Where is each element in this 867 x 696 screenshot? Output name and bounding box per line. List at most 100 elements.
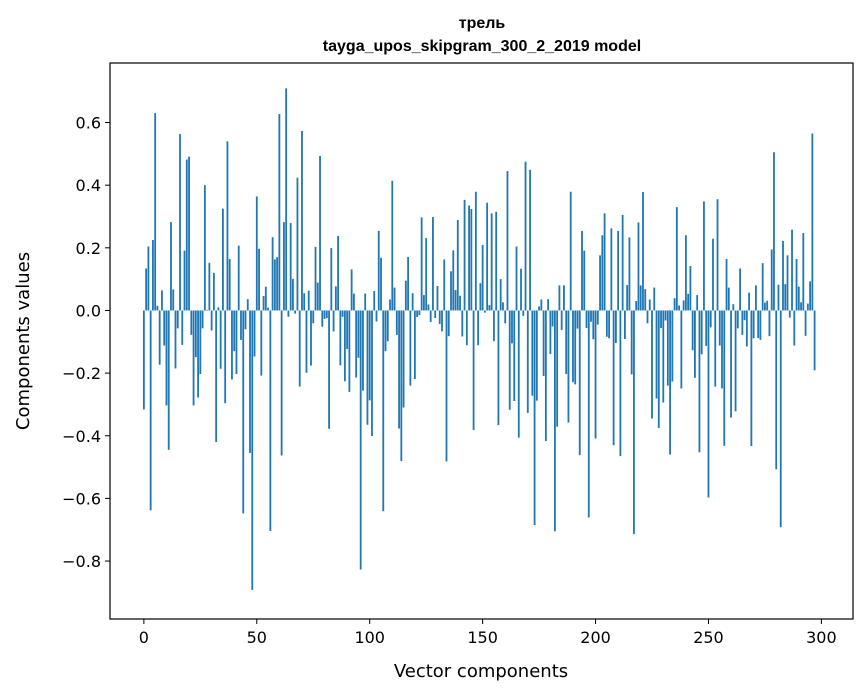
bar-63	[285, 88, 288, 311]
bar-210	[617, 230, 620, 311]
bar-8	[161, 290, 163, 311]
bar-214	[626, 285, 629, 311]
bar-229	[660, 310, 662, 328]
bar-119	[411, 293, 414, 311]
y-tick-label: −0.6	[62, 489, 101, 508]
bar-292	[802, 233, 805, 311]
bar-233	[669, 310, 671, 455]
bar-49	[253, 310, 256, 357]
bar-62	[282, 222, 285, 311]
bar-131	[438, 310, 441, 324]
bar-91	[348, 310, 351, 392]
x-tick-label: 200	[580, 628, 611, 647]
bar-118	[409, 310, 412, 386]
chart-title-line1: трель	[459, 15, 506, 32]
bar-259	[727, 287, 730, 311]
bar-272	[757, 310, 760, 339]
bar-182	[553, 310, 556, 532]
bar-73	[307, 290, 310, 311]
bar-96	[359, 310, 362, 570]
bar-290	[797, 286, 800, 311]
bar-103	[375, 310, 378, 322]
bar-164	[513, 310, 516, 401]
bar-93	[353, 293, 355, 311]
bar-138	[454, 290, 457, 311]
bar-295	[809, 281, 811, 311]
bar-294	[806, 303, 809, 311]
bar-137	[452, 250, 455, 311]
bar-284	[784, 284, 787, 311]
bar-66	[292, 278, 294, 311]
bar-279	[773, 152, 775, 311]
bar-220	[639, 285, 642, 311]
bar-59	[276, 257, 279, 311]
bar-158	[499, 279, 502, 311]
bar-52	[260, 310, 263, 376]
bar-29	[208, 262, 211, 311]
bar-258	[725, 259, 728, 311]
bar-14	[174, 310, 177, 369]
bar-170	[526, 310, 529, 413]
bar-261	[732, 304, 735, 311]
bar-1	[145, 268, 148, 311]
bar-180	[549, 310, 552, 354]
bar-216	[630, 310, 633, 375]
bar-171	[529, 169, 531, 311]
bar-242	[689, 265, 692, 311]
bar-224	[648, 299, 651, 311]
bar-189	[569, 191, 572, 311]
x-tick-label: 0	[139, 628, 149, 647]
y-tick-label: −0.4	[62, 427, 101, 446]
bar-188	[567, 310, 570, 423]
bar-194	[581, 230, 583, 311]
bar-185	[560, 310, 563, 330]
y-tick-label: −0.2	[62, 364, 101, 383]
bar-47	[249, 310, 251, 453]
bar-120	[413, 310, 416, 380]
bar-227	[655, 310, 658, 399]
bar-0	[142, 310, 145, 410]
bar-100	[368, 310, 371, 401]
bar-268	[748, 292, 751, 311]
bar-297	[813, 310, 816, 371]
x-axis-ticks: 0 50 100 150 200 250 300	[139, 619, 837, 647]
bar-117	[407, 256, 410, 311]
bar-32	[215, 310, 218, 443]
bar-221	[642, 192, 644, 311]
bar-275	[764, 302, 766, 311]
bar-183	[556, 310, 559, 427]
bar-181	[551, 310, 554, 327]
x-tick-label: 150	[467, 628, 498, 647]
bar-169	[524, 161, 527, 311]
bar-278	[770, 249, 773, 311]
bar-190	[572, 310, 574, 383]
bar-99	[366, 310, 369, 425]
bar-217	[633, 310, 635, 535]
bar-243	[691, 310, 694, 351]
bar-83	[330, 248, 333, 311]
bar-235	[673, 298, 676, 311]
bar-286	[788, 310, 791, 318]
y-tick-label: −0.8	[62, 552, 101, 571]
bar-205	[605, 310, 608, 337]
bar-106	[382, 310, 385, 512]
bar-50	[255, 196, 258, 311]
bar-9	[163, 310, 166, 346]
bar-113	[398, 310, 400, 429]
bar-75	[312, 310, 315, 324]
bar-140	[459, 295, 461, 311]
bar-42	[237, 245, 240, 311]
bar-124	[423, 295, 425, 311]
bar-108	[386, 310, 389, 342]
bar-5	[154, 113, 157, 311]
x-tick-label: 250	[693, 628, 724, 647]
bar-122	[418, 310, 421, 316]
bar-114	[400, 310, 403, 462]
bar-271	[754, 285, 757, 311]
bar-199	[592, 310, 595, 340]
bar-176	[540, 299, 543, 311]
bar-260	[730, 310, 732, 418]
bar-144	[468, 205, 470, 311]
bar-51	[258, 248, 260, 311]
bar-264	[739, 268, 741, 311]
